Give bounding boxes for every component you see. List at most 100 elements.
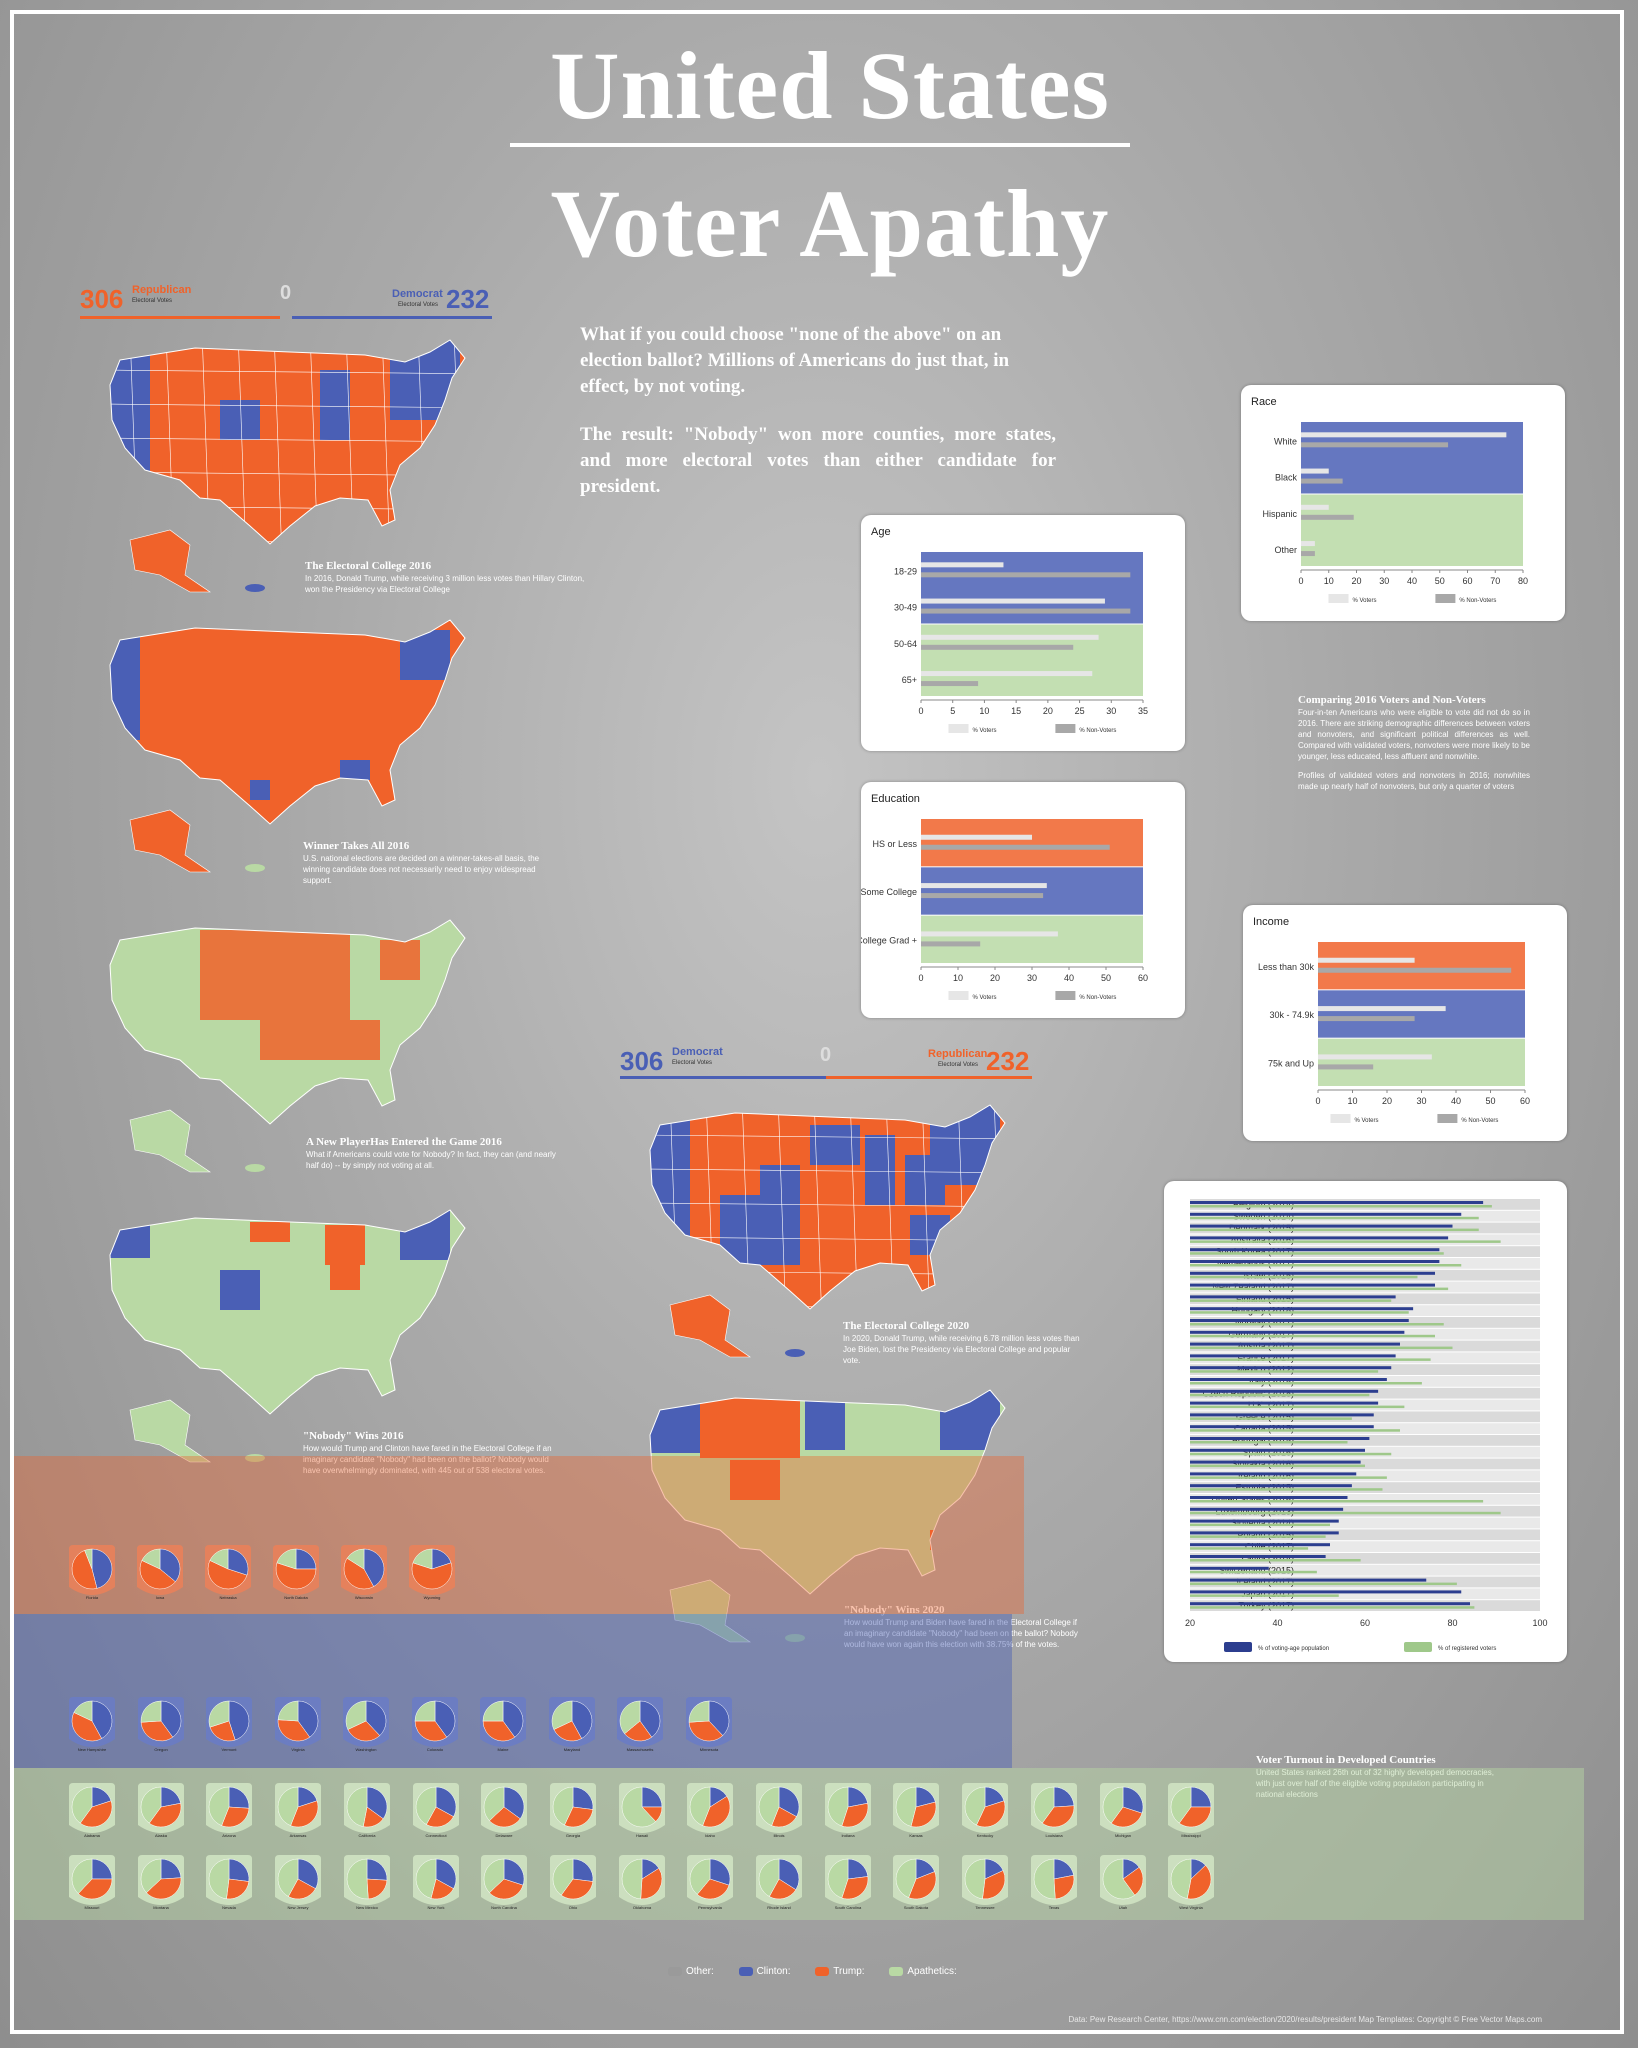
pie-chart: South Dakota (893, 1855, 940, 1910)
legend-label-trump: Trump: (833, 1966, 865, 1977)
category-label: 50-64 (894, 639, 917, 649)
row-band (1190, 1258, 1540, 1269)
pie-state-label: Mississippi (1182, 1833, 1201, 1838)
slice-apathetics (209, 1786, 230, 1826)
bar-voting-age (1190, 1366, 1392, 1370)
slice-trump (769, 1878, 797, 1900)
legend-swatch-registered (1404, 1642, 1432, 1652)
state-border (921, 1105, 931, 1309)
state-border (273, 340, 283, 544)
bar-non-voters (1318, 1016, 1415, 1022)
slice-trump (911, 1801, 937, 1828)
state-pie: Nebraska (201, 1543, 255, 1614)
bar-voting-age (1190, 1578, 1427, 1582)
x-tick-label: 10 (979, 706, 989, 716)
caption-body: What if Americans could vote for Nobody?… (306, 1150, 556, 1170)
us-outline (109, 619, 466, 825)
caption-title: Winner Takes All 2016 (303, 840, 410, 852)
row-band (1190, 1281, 1540, 1293)
state-fill (910, 1215, 950, 1255)
state-pie: Georgia (546, 1781, 600, 1852)
state-pie: Arizona (202, 1781, 256, 1852)
slice-apathetics (84, 1548, 93, 1570)
caption-title: The Electoral College 2016 (305, 560, 432, 572)
bar-voters (921, 634, 1099, 640)
x-tick-label: 40 (1064, 973, 1074, 983)
alaska (129, 809, 211, 873)
slice-apathetics (140, 1700, 161, 1723)
slice-trump (697, 1878, 730, 1900)
state-fill (700, 1398, 800, 1458)
ev-mid-number: 0 (820, 1044, 832, 1066)
hawaii (245, 584, 265, 592)
slice-apathetics (827, 1786, 848, 1827)
alaska (669, 1294, 751, 1358)
bar-voting-age (1190, 1248, 1440, 1252)
legend-swatch-non-voters (1437, 1114, 1458, 1123)
poster-frame (10, 10, 1624, 2034)
pie-state-label: New Hampshire (78, 1747, 107, 1752)
slice-apathetics (73, 1700, 93, 1722)
state-pie: Tennessee (958, 1853, 1012, 1924)
legend-label-non-voters: % Non-Voters (1079, 728, 1116, 734)
slice-apathetics (896, 1786, 917, 1827)
country-label: Norway (2017) (1235, 1318, 1294, 1328)
chart-race: Race White Black Hispanic Other 0 10 20 30 40 50 60… (1251, 396, 1528, 604)
pie-chart: Georgia (549, 1783, 596, 1838)
pie-state-label: Virginia (291, 1747, 305, 1752)
state-pie: Rhode Island (752, 1853, 806, 1924)
slice-clinton (228, 1700, 250, 1741)
pie-state-label: Georgia (566, 1833, 581, 1838)
pie-state-label: Alaska (155, 1833, 168, 1838)
slice-clinton (1190, 1786, 1212, 1808)
country-label: Israel (2015) (1243, 1270, 1294, 1280)
ev-left-number: 306 (620, 1046, 664, 1076)
intro-paragraph-2: The result: "Nobody" won more counties, … (580, 424, 1056, 497)
bar-registered (1190, 1240, 1501, 1243)
pie-state-label: Maine (498, 1747, 510, 1752)
slice-trump (411, 1562, 453, 1590)
category-label: 65+ (902, 675, 917, 685)
slice-trump (982, 1870, 1006, 1900)
slice-clinton (572, 1858, 594, 1882)
chart-education: Education HS or Less Some College College G… (861, 793, 1148, 1001)
state-fill (325, 1225, 365, 1265)
state-pie: South Carolina (821, 1853, 875, 1924)
caption-ec2020: The Electoral College 2020 In 2020, Dona… (843, 1320, 1083, 1366)
row-band (1190, 1446, 1540, 1458)
slice-apathetics (758, 1786, 780, 1826)
slice-clinton (295, 1548, 317, 1570)
county-fill (340, 760, 370, 780)
pie-state-label: Tennessee (975, 1905, 995, 1910)
pie-chart: Nevada (206, 1855, 253, 1910)
bar-voters (921, 931, 1058, 937)
state-fill (320, 370, 350, 440)
pie-chart: Washington (343, 1697, 389, 1752)
slice-trump (841, 1802, 868, 1828)
pie-chart: Idaho (687, 1783, 734, 1838)
pie-chart: Louisiana (1030, 1783, 1077, 1838)
bar-voters (1301, 541, 1315, 547)
category-label: 75k and Up (1268, 1058, 1314, 1068)
legend-label-non-voters: % Non-Voters (1461, 1118, 1498, 1124)
pie-legend: Other: Clinton: Trump: Apathetics: (668, 1966, 957, 1977)
pie-state-label: Louisiana (1045, 1833, 1063, 1838)
bar-registered (1190, 1535, 1326, 1538)
slice-trump (1053, 1874, 1075, 1900)
pie-chart: Delaware (481, 1783, 528, 1838)
country-label: Portugal (2015) (1232, 1436, 1294, 1446)
slice-trump (275, 1562, 317, 1590)
x-tick-label: 35 (1138, 706, 1148, 716)
legend-label-registered: % of registered voters (1438, 1646, 1496, 1652)
chart-title: Race (1251, 396, 1277, 408)
bar-voting-age (1190, 1543, 1330, 1547)
pie-chart: Mississippi (1168, 1783, 1215, 1838)
alaska (129, 529, 211, 593)
us-outline (109, 919, 466, 1125)
category-label: HS or Less (872, 839, 917, 849)
slice-trump (489, 1806, 521, 1828)
pie-state-label: Arkansas (290, 1833, 307, 1838)
slice-apathetics (483, 1786, 505, 1822)
x-tick-label: 40 (1407, 576, 1417, 586)
bar-registered (1190, 1452, 1392, 1456)
